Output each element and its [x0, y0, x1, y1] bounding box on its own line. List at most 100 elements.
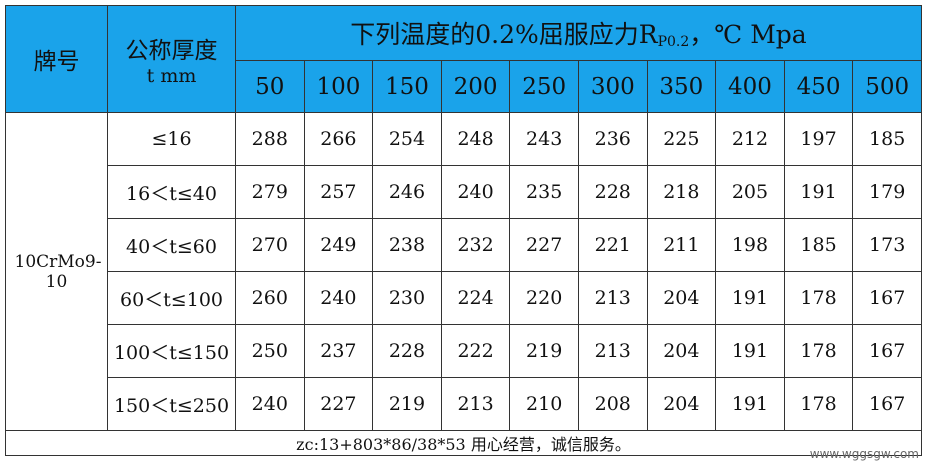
temperature: 350 — [646, 60, 717, 113]
temperature: 150 — [372, 60, 442, 113]
thickness-label: 公称厚度 — [125, 38, 218, 64]
stress-table: 牌号 公称厚度 t mm 下列温度的0.2%屈服应力RP0.2，℃ Mpa 50 1… — [5, 5, 922, 456]
value: 246 — [372, 165, 442, 219]
data-row: 100＜t≤150 250 237 228 222 219 213 204 191 178 167 — [6, 324, 922, 378]
footer: zc:13+803*86/38*53 用心经营，诚信服务。 — [5, 430, 922, 456]
value: 240 — [440, 165, 511, 219]
temperature: 450 — [783, 60, 854, 113]
value: 208 — [577, 377, 648, 431]
thickness: 16＜t≤40 — [107, 165, 236, 219]
grade-cell: 10CrMo9-10 — [5, 112, 108, 431]
value: 191 — [715, 324, 785, 378]
value: 232 — [440, 218, 511, 272]
thickness: 150＜t≤250 — [107, 377, 236, 431]
value: 222 — [440, 324, 511, 378]
thickness: 60＜t≤100 — [107, 271, 236, 325]
value: 179 — [852, 165, 922, 219]
value: 167 — [852, 377, 922, 431]
value: 266 — [303, 112, 374, 166]
value: 220 — [509, 271, 579, 325]
value: 248 — [440, 112, 511, 166]
value: 236 — [577, 112, 648, 166]
value: 211 — [646, 218, 717, 272]
value: 240 — [235, 377, 305, 431]
value: 240 — [303, 271, 374, 325]
value: 198 — [715, 218, 785, 272]
data-row: 10CrMo9-10 ≤16 288 266 254 248 243 236 225 212 197… — [5, 112, 922, 431]
thickness: 100＜t≤150 — [107, 324, 236, 378]
temperature-row: 50 100 150 200 250 300 350 400 450 500 — [6, 60, 922, 113]
value: 230 — [372, 271, 442, 325]
grade-header: 牌号 — [5, 5, 108, 113]
temperature: 300 — [577, 60, 648, 113]
value: 167 — [852, 271, 922, 325]
table-body: 牌号 公称厚度 t mm 下列温度的0.2%屈服应力RP0.2，℃ Mpa 50 1… — [5, 5, 922, 456]
value: 225 — [646, 112, 717, 166]
value: 279 — [235, 165, 305, 219]
value: 191 — [715, 271, 785, 325]
value: 173 — [852, 218, 922, 272]
value: 227 — [303, 377, 374, 431]
value: 204 — [646, 324, 717, 378]
footer-row: zc:13+803*86/38*53 用心经营，诚信服务。 — [5, 430, 922, 456]
title-tail: ，℃ Mpa — [689, 20, 807, 49]
value: 213 — [440, 377, 511, 431]
title-cell: 下列温度的0.2%屈服应力RP0.2，℃ Mpa — [235, 5, 922, 61]
temperature: 500 — [852, 60, 922, 113]
value: 178 — [783, 324, 854, 378]
thickness-header: 公称厚度 t mm — [107, 5, 236, 113]
value: 218 — [646, 165, 717, 219]
thickness-unit: t mm — [146, 65, 197, 87]
value: 213 — [577, 324, 648, 378]
value: 205 — [715, 165, 785, 219]
value: 250 — [235, 324, 305, 378]
value: 185 — [852, 112, 922, 166]
value: 191 — [715, 377, 785, 431]
value: 167 — [852, 324, 922, 378]
data-row: 60＜t≤100 260 240 230 224 220 213 204 191 178 167 — [6, 271, 922, 325]
thickness: 40＜t≤60 — [107, 218, 236, 272]
value: 260 — [235, 271, 305, 325]
value: 197 — [783, 112, 854, 166]
temperature: 200 — [440, 60, 511, 113]
data-row: 150＜t≤250 240 227 219 213 210 208 204 191 178 167 — [6, 377, 922, 431]
value: 235 — [509, 165, 579, 219]
header-row: 牌号 公称厚度 t mm 下列温度的0.2%屈服应力RP0.2，℃ Mpa — [5, 5, 922, 113]
data-row: 16＜t≤40 279 257 246 240 235 228 218 205 191 179 — [6, 165, 922, 219]
grade: 10CrMo9-10 — [14, 251, 102, 292]
watermark: www.wggsgw.com — [809, 447, 919, 461]
value: 228 — [372, 324, 442, 378]
value: 243 — [509, 112, 579, 166]
value: 204 — [646, 377, 717, 431]
value: 257 — [303, 165, 374, 219]
value: 204 — [646, 271, 717, 325]
value: 185 — [783, 218, 854, 272]
value: 254 — [372, 112, 442, 166]
temperature: 100 — [303, 60, 374, 113]
thickness: ≤16 — [107, 112, 236, 166]
temperature: 400 — [715, 60, 785, 113]
value: 288 — [235, 112, 305, 166]
title: 下列温度的0.2%屈服应力R — [350, 20, 658, 49]
temperature: 50 — [235, 60, 305, 113]
value: 221 — [577, 218, 648, 272]
value: 212 — [715, 112, 785, 166]
value: 210 — [509, 377, 579, 431]
value: 224 — [440, 271, 511, 325]
value: 227 — [509, 218, 579, 272]
value: 270 — [235, 218, 305, 272]
value: 249 — [303, 218, 374, 272]
data-row: 40＜t≤60 270 249 238 232 227 221 211 198 185 173 — [6, 218, 922, 272]
temperature: 250 — [509, 60, 579, 113]
title-subscript: P0.2 — [657, 34, 690, 50]
value: 213 — [577, 271, 648, 325]
value: 219 — [509, 324, 579, 378]
value: 238 — [372, 218, 442, 272]
value: 237 — [303, 324, 374, 378]
value: 191 — [783, 165, 854, 219]
value: 178 — [783, 377, 854, 431]
value: 178 — [783, 271, 854, 325]
value: 228 — [577, 165, 648, 219]
value: 219 — [372, 377, 442, 431]
